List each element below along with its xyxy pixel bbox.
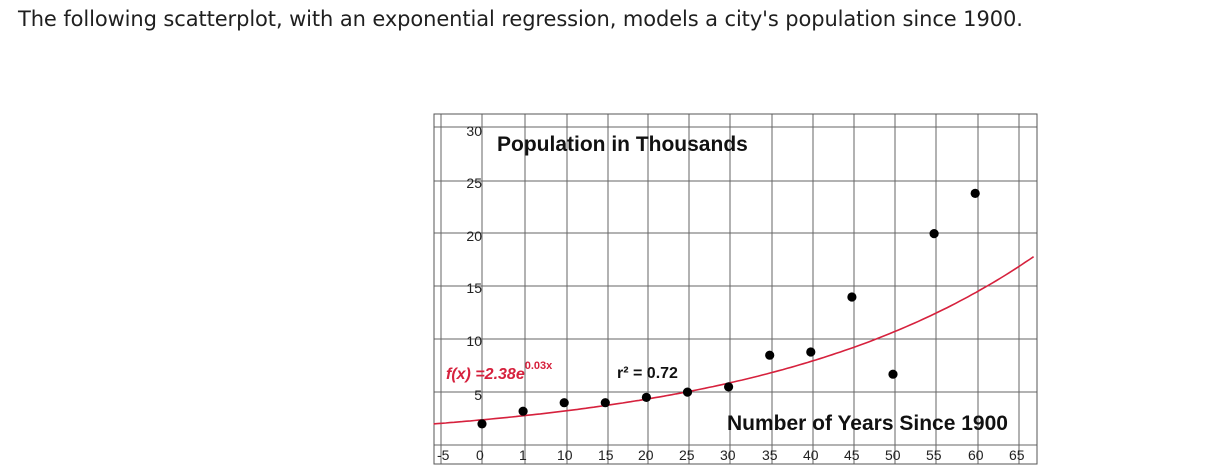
data-point (765, 350, 775, 360)
data-point (518, 406, 528, 416)
data-point (477, 419, 487, 429)
data-point (970, 188, 980, 198)
x-tick-label: 45 (844, 447, 860, 463)
x-tick-label: 60 (968, 447, 984, 463)
x-tick-label: 40 (803, 447, 819, 463)
x-tick-label: 15 (598, 447, 614, 463)
x-tick-label: 1 (519, 447, 527, 463)
data-point (806, 347, 816, 357)
x-tick-label: 30 (720, 447, 736, 463)
data-point (847, 292, 857, 302)
x-axis-label: Number of Years Since 1900 (727, 412, 1008, 435)
x-tick-label: 0 (476, 447, 484, 463)
x-tick-label: 35 (762, 447, 778, 463)
data-point (559, 398, 569, 408)
data-point (888, 369, 898, 379)
regression-curve (433, 256, 1035, 425)
equation-prefix: f(x) =2.38e (446, 366, 525, 383)
y-tick-label: 5 (474, 387, 482, 403)
equation-exponent: 0.03x (525, 360, 553, 372)
data-point (724, 382, 734, 392)
data-point (600, 398, 610, 408)
vertical-gridlines (440, 114, 1020, 464)
question-text: The following scatterplot, with an expon… (18, 7, 1023, 31)
y-tick-label: 20 (466, 228, 482, 244)
data-point (641, 392, 652, 402)
y-tick-labels: 5 10 15 20 25 30 (466, 123, 482, 403)
y-tick-label: 10 (466, 333, 482, 349)
data-points (477, 188, 980, 429)
plot-frame (433, 113, 1038, 465)
data-point (682, 387, 693, 397)
x-tick-label: 20 (638, 447, 654, 463)
regression-equation: f(x) =2.38e0.03x (446, 360, 553, 383)
x-tick-label: 65 (1009, 447, 1025, 463)
y-tick-label: 25 (466, 175, 482, 191)
y-tick-label: 15 (466, 280, 482, 296)
r-squared-label: r² = 0.72 (617, 365, 678, 382)
x-tick-label: 50 (885, 447, 901, 463)
y-tick-label: 30 (466, 123, 482, 139)
x-tick-labels: -5 0 1 10 15 20 25 30 35 40 45 50 55 60 65 (437, 447, 1025, 463)
horizontal-gridlines (434, 113, 1037, 446)
chart-title: Population in Thousands (497, 133, 748, 156)
x-tick-label: 25 (679, 447, 695, 463)
x-tick-label: 55 (926, 447, 942, 463)
x-tick-label: 10 (557, 447, 573, 463)
x-tick-label: -5 (437, 447, 450, 463)
data-point (929, 229, 939, 239)
